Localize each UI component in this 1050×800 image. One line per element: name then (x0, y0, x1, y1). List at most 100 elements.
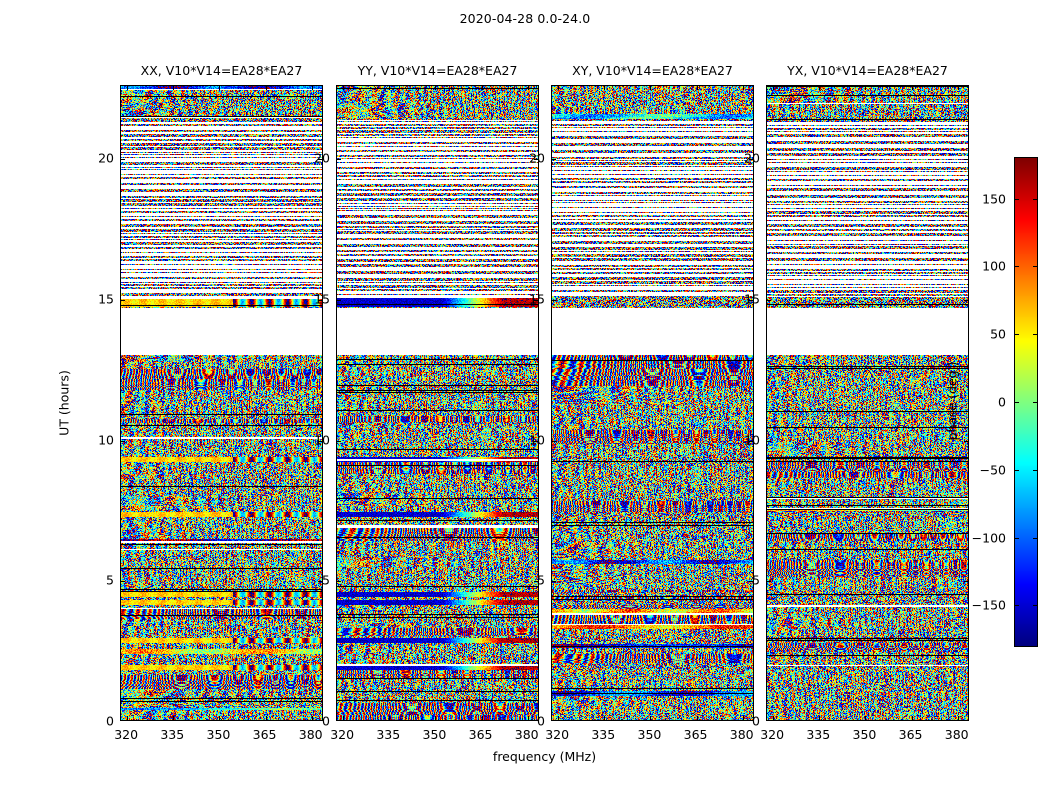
panel-xy-ytick-right (749, 159, 753, 161)
panel-yx-ytick-right (964, 581, 968, 583)
panel-yx-xtick (819, 716, 821, 720)
panel-yx-yticklabel: 0 (752, 713, 760, 729)
x-axis-label: frequency (MHz) (492, 749, 597, 764)
panel-xx-ytick-right (318, 159, 322, 161)
panel-yx-yticklabel: 10 (744, 432, 760, 448)
panel-yx-xticklabel: 335 (806, 727, 831, 742)
panel-xx-xtick-top (265, 86, 267, 90)
panel-xx-yticklabel: 20 (98, 150, 114, 166)
panel-yy-ytick (337, 440, 341, 442)
panel-yy-ytick (337, 159, 341, 161)
panel-yx[interactable]: YX, V10*V14=EA28*EA27 320 335 350 365 380 0 5 10… (744, 63, 969, 742)
colorbar-tick-right (1033, 198, 1037, 200)
panel-xy-xticklabel: 320 (545, 727, 570, 742)
panel-yx-xticklabel: 350 (852, 727, 877, 742)
colorbar-tick (1015, 198, 1019, 200)
panel-xx-ytick-right (318, 440, 322, 442)
panel-yy-ytick-right (534, 299, 538, 301)
panel-xy-yticklabel: 10 (529, 432, 545, 448)
colorbar-tick-right (1033, 402, 1037, 403)
panel-xx-yticklabel: 0 (106, 713, 114, 729)
colorbar-tick (1015, 469, 1019, 471)
panel-xy-xtick (742, 716, 744, 720)
panel-xx-xtick (311, 716, 313, 720)
panel-yy-yticklabel: 10 (314, 432, 330, 448)
panel-xx-yticklabel: 10 (98, 432, 114, 448)
panel-xx-heatmap (121, 86, 322, 720)
panel-yy[interactable]: YY, V10*V14=EA28*EA27 320 335 350 365 380 0 5 10… (314, 63, 539, 742)
panel-yx-ytick (767, 159, 771, 161)
panel-yy-yticklabel: 0 (322, 713, 330, 729)
panel-xx-xtick (173, 716, 175, 720)
panel-yy-axes (336, 85, 539, 721)
panel-yy-xtick (527, 716, 529, 720)
panel-yx-yticklabel: 5 (752, 572, 760, 588)
panel-yx-xtick-top (911, 86, 913, 90)
panel-yy-xtick (481, 716, 483, 720)
panel-yx-xtick (957, 716, 959, 720)
panel-xx-xticklabel: 350 (206, 727, 231, 742)
panel-yy-ytick (337, 581, 341, 583)
panel-xx-xticklabel: 365 (252, 727, 277, 742)
panel-yx-ytick (767, 440, 771, 442)
panel-xx-yticklabel: 15 (98, 291, 114, 307)
panel-yy-ytick-right (534, 440, 538, 442)
panel-xx-xtick-top (311, 86, 313, 90)
panel-xx-ytick-right (318, 299, 322, 301)
panel-xy-xtick-top (558, 86, 560, 90)
panel-xx-xticklabel: 320 (114, 727, 139, 742)
panel-xy-ytick-right (749, 440, 753, 442)
panel-xy-xticklabel: 380 (729, 727, 754, 742)
panel-yx-xtick-top (957, 86, 959, 90)
panel-xy-ytick (552, 159, 556, 161)
panel-yy-xtick-top (343, 86, 345, 90)
panel-yy-xtick (389, 716, 391, 720)
colorbar[interactable]: 150 100 50 0 −50 −100 −150 phase (deg.) (945, 157, 1038, 647)
panel-xx-xtick (127, 716, 129, 720)
panel-xx-xtick-top (173, 86, 175, 90)
panel-yy-yticklabel: 5 (322, 572, 330, 588)
panel-yx-xtick-top (865, 86, 867, 90)
panel-xy-ytick-right (749, 299, 753, 301)
panel-yx-xtick (865, 716, 867, 720)
panel-xx-yticklabel: 5 (106, 572, 114, 588)
panel-yy-xtick (435, 716, 437, 720)
panel-yx-ytick (767, 299, 771, 301)
colorbar-ticklabel: 100 (982, 258, 1006, 274)
panel-yy-xtick-top (527, 86, 529, 90)
panel-yy-xticklabel: 365 (468, 727, 493, 742)
colorbar-tick (1015, 605, 1019, 607)
panel-xy-yticklabel: 20 (529, 150, 545, 166)
panel-yy-xtick-top (435, 86, 437, 90)
colorbar-tick (1015, 402, 1019, 403)
panel-yx-heatmap (767, 86, 968, 720)
panel-xx-ytick-right (318, 581, 322, 583)
panel-yy-xticklabel: 335 (376, 727, 401, 742)
panel-xx-axes (120, 85, 323, 721)
panel-xx-xtick (219, 716, 221, 720)
panel-yx-axes (766, 85, 969, 721)
panel-xy-xtick-top (696, 86, 698, 90)
panel-yy-yticklabel: 15 (314, 291, 330, 307)
panel-yy-xtick (343, 716, 345, 720)
colorbar-tick-right (1033, 266, 1037, 268)
colorbar-tick-right (1033, 537, 1037, 539)
panel-yx-xticklabel: 320 (760, 727, 785, 742)
panel-xx-xticklabel: 335 (160, 727, 185, 742)
colorbar-ticklabel: −50 (979, 462, 1006, 478)
panel-xy-ytick (552, 440, 556, 442)
colorbar-ticklabel: −100 (971, 530, 1006, 546)
colorbar-tick-right (1033, 469, 1037, 471)
panel-xy-xtick (558, 716, 560, 720)
panel-xx[interactable]: XX, V10*V14=EA28*EA27 320 335 350 365 380 0 5 10… (98, 63, 323, 742)
panel-xy-heatmap (552, 86, 753, 720)
colorbar-ticklabel: −150 (971, 597, 1006, 613)
y-axis-label: UT (hours) (56, 370, 72, 436)
panel-yy-heatmap (337, 86, 538, 720)
panel-xx-ytick (121, 440, 125, 442)
colorbar-tick (1015, 537, 1019, 539)
panel-xy-ytick (552, 299, 556, 301)
panel-xy[interactable]: XY, V10*V14=EA28*EA27 320 335 350 365 380 0 5 10… (529, 63, 754, 742)
panel-yy-title: YY, V10*V14=EA28*EA27 (357, 63, 518, 78)
colorbar-tick-right (1033, 605, 1037, 607)
